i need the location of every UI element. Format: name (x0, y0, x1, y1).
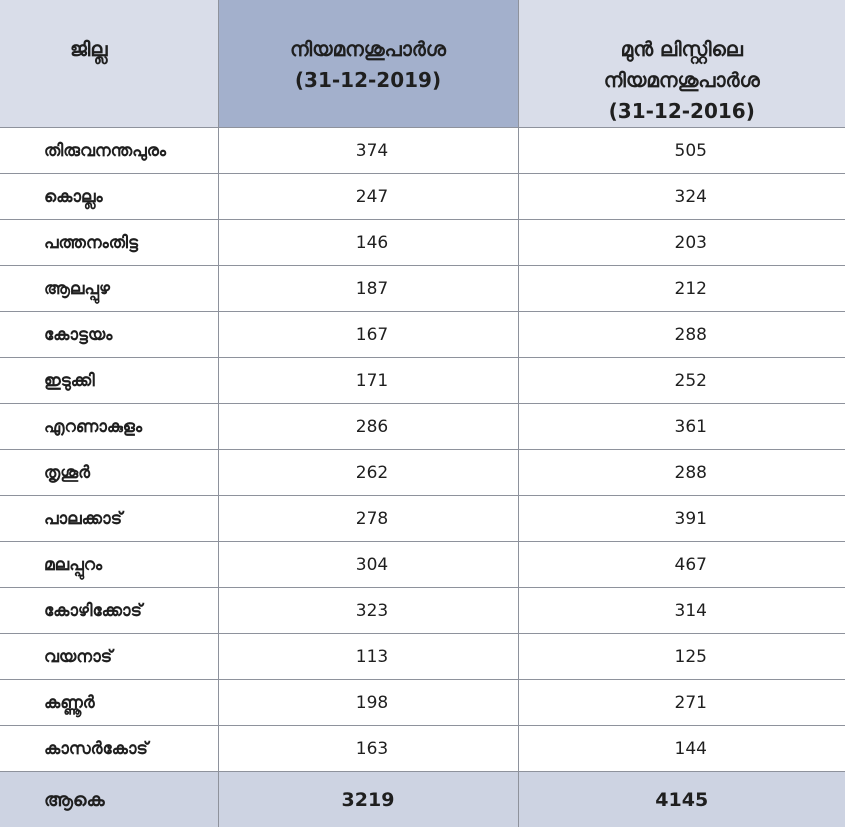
value-2016-cell: 271 (517, 679, 845, 726)
value-2019-cell: 323 (217, 587, 519, 634)
table-row: കണ്ണൂർ 198 271 (0, 679, 845, 726)
table-row: പാലക്കാട് 278 391 (0, 495, 845, 542)
table-row: എറണാകുളം 286 361 (0, 403, 845, 450)
header-district-label: ജില്ല (70, 37, 108, 61)
total-2016-cell: 4145 (517, 771, 845, 827)
table-row: മലപ്പുറം 304 467 (0, 541, 845, 588)
value-2016-cell: 144 (517, 725, 845, 772)
district-cell: കണ്ണൂർ (0, 679, 219, 726)
value-2016-cell: 505 (517, 127, 845, 174)
header-row: ജില്ല നിയമനശുപാർശ (31-12-2019) മുൻ ലിസ്റ… (0, 0, 845, 128)
value-2016-cell: 391 (517, 495, 845, 542)
table-row: കാസർകോട് 163 144 (0, 725, 845, 772)
district-cell: ആലപ്പുഴ (0, 265, 219, 312)
value-2019-cell: 171 (217, 357, 519, 404)
value-2019-cell: 278 (217, 495, 519, 542)
value-2019-cell: 304 (217, 541, 519, 588)
header-current-date: (31-12-2019) (294, 68, 442, 92)
district-cell: കോഴിക്കോട് (0, 587, 219, 634)
value-2016-cell: 288 (517, 311, 845, 358)
value-2016-cell: 467 (517, 541, 845, 588)
value-2016-cell: 314 (517, 587, 845, 634)
table-row: കൊല്ലം 247 324 (0, 173, 845, 220)
value-2019-cell: 113 (217, 633, 519, 680)
total-row: ആകെ 3219 4145 (0, 771, 845, 827)
district-cell: മലപ്പുറം (0, 541, 219, 588)
header-district: ജില്ല (0, 0, 219, 128)
district-cell: തിരുവനന്തപുരം (0, 127, 219, 174)
header-current-label: നിയമനശുപാർശ (290, 37, 446, 61)
value-2016-cell: 288 (517, 449, 845, 496)
value-2016-cell: 252 (517, 357, 845, 404)
table-row: ആലപ്പുഴ 187 212 (0, 265, 845, 312)
value-2019-cell: 286 (217, 403, 519, 450)
value-2019-cell: 187 (217, 265, 519, 312)
value-2019-cell: 146 (217, 219, 519, 266)
header-current: നിയമനശുപാർശ (31-12-2019) (217, 0, 519, 128)
table-row: തിരുവനന്തപുരം 374 505 (0, 127, 845, 174)
value-2019-cell: 262 (217, 449, 519, 496)
district-cell: ഇടുക്കി (0, 357, 219, 404)
table-row: പത്തനംതിട്ട 146 203 (0, 219, 845, 266)
value-2016-cell: 361 (517, 403, 845, 450)
district-cell: വയനാട് (0, 633, 219, 680)
district-cell: പത്തനംതിട്ട (0, 219, 219, 266)
value-2019-cell: 167 (217, 311, 519, 358)
total-label: ആകെ (0, 771, 219, 827)
district-cell: എറണാകുളം (0, 403, 219, 450)
table-row: ഇടുക്കി 171 252 (0, 357, 845, 404)
district-cell: പാലക്കാട് (0, 495, 219, 542)
value-2019-cell: 163 (217, 725, 519, 772)
value-2016-cell: 125 (517, 633, 845, 680)
district-cell: കൊല്ലം (0, 173, 219, 220)
value-2016-cell: 212 (517, 265, 845, 312)
table-row: കോട്ടയം 167 288 (0, 311, 845, 358)
value-2019-cell: 198 (217, 679, 519, 726)
value-2016-cell: 324 (517, 173, 845, 220)
value-2019-cell: 247 (217, 173, 519, 220)
value-2019-cell: 374 (217, 127, 519, 174)
district-cell: കോട്ടയം (0, 311, 219, 358)
table-row: തൃശൂർ 262 288 (0, 449, 845, 496)
table-body: തിരുവനന്തപുരം 374 505 കൊല്ലം 247 324 പത്തനംത… (0, 127, 845, 772)
header-previous: മുൻ ലിസ്റ്റിലെ നിയമനശുപാർശ (31-12-2016) (517, 0, 845, 128)
value-2016-cell: 203 (517, 219, 845, 266)
district-cell: കാസർകോട് (0, 725, 219, 772)
table-header: ജില്ല നിയമനശുപാർശ (31-12-2019) മുൻ ലിസ്റ… (0, 0, 845, 128)
header-previous-label: മുൻ ലിസ്റ്റിലെ (620, 37, 743, 61)
district-cell: തൃശൂർ (0, 449, 219, 496)
table-row: വയനാട് 113 125 (0, 633, 845, 680)
table-footer: ആകെ 3219 4145 (0, 771, 845, 827)
total-2019-cell: 3219 (217, 771, 519, 827)
header-previous-date: (31-12-2016) (608, 99, 755, 123)
header-previous-label-2: നിയമനശുപാർശ (603, 68, 760, 92)
table-row: കോഴിക്കോട് 323 314 (0, 587, 845, 634)
